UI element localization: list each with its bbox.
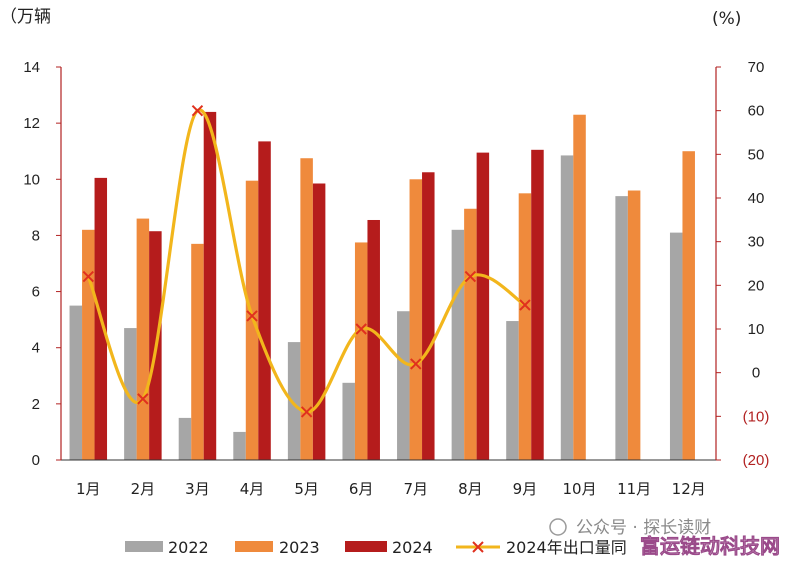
bar-2024-5 xyxy=(312,183,326,460)
yoy-marker xyxy=(410,358,422,370)
bar-2022-3 xyxy=(178,417,192,460)
right-tick-label: 70 xyxy=(748,59,765,76)
bar-2023-9 xyxy=(518,193,532,461)
category-label: 11月 xyxy=(617,480,651,498)
bar-2024-3 xyxy=(203,111,217,461)
right-tick-label: (10) xyxy=(743,408,770,425)
yoy-marker xyxy=(137,393,149,405)
category-labels: 1月 2月 3月 4月 5月 6月 7月 8月 9月 10月 11月 12月 xyxy=(76,480,706,498)
category-label: 1月 xyxy=(76,480,101,498)
right-tick-label: 30 xyxy=(748,234,765,251)
right-axis-ticks: (20) (10) 0 10 20 30 40 50 60 70 xyxy=(716,59,769,469)
bar-2023-2 xyxy=(136,218,150,460)
watermark-text: 公众号 · 探长读财 xyxy=(576,518,711,538)
left-tick-label: 4 xyxy=(32,340,40,357)
bars xyxy=(69,111,695,461)
bar-2023-6 xyxy=(354,242,368,460)
right-tick-label: 40 xyxy=(748,190,765,207)
bar-2024-7 xyxy=(422,172,435,460)
watermark-overlay: 富运链动科技网 xyxy=(640,534,780,558)
left-tick-label: 10 xyxy=(23,171,40,188)
right-tick-label: 10 xyxy=(748,321,765,338)
legend-label-yoy: 2024年出口量同 xyxy=(506,538,627,557)
category-label: 10月 xyxy=(562,480,596,498)
bar-2022-11 xyxy=(615,196,628,460)
bar-2023-3 xyxy=(191,243,204,460)
bar-2024-8 xyxy=(476,152,490,460)
yoy-marker xyxy=(355,323,367,335)
bar-2022-5 xyxy=(287,342,301,460)
right-tick-label: (20) xyxy=(743,452,770,469)
legend-swatch-2022 xyxy=(125,541,163,552)
yoy-line-layer xyxy=(82,104,531,418)
bar-2023-1 xyxy=(82,229,95,460)
right-tick-label: 20 xyxy=(748,277,765,294)
yoy-line xyxy=(86,108,526,414)
bar-2022-2 xyxy=(124,328,137,460)
yoy-marker xyxy=(464,270,477,283)
bar-2024-6 xyxy=(367,219,380,460)
left-tick-label: 14 xyxy=(23,59,40,76)
watermark: 公众号 · 探长读财 富运链动科技网 xyxy=(549,518,780,558)
bar-2023-5 xyxy=(300,158,313,460)
right-tick-label: 50 xyxy=(748,146,765,163)
bar-2023-11 xyxy=(627,190,641,460)
yoy-marker xyxy=(246,310,258,322)
category-label: 3月 xyxy=(185,480,210,498)
legend-label-2024: 2024 xyxy=(392,538,433,557)
legend: 2022 2023 2024 2024年出口量同 xyxy=(125,538,627,557)
bar-2022-8 xyxy=(451,229,465,460)
category-label: 4月 xyxy=(240,480,265,498)
legend-label-2023: 2023 xyxy=(279,538,320,557)
category-label: 8月 xyxy=(458,480,483,498)
category-label: 2月 xyxy=(131,480,156,498)
category-label: 7月 xyxy=(404,480,429,498)
category-label: 6月 xyxy=(349,480,374,498)
legend-swatch-2023 xyxy=(235,541,273,552)
yoy-marker xyxy=(519,299,531,311)
left-tick-label: 6 xyxy=(32,284,40,301)
bar-2022-6 xyxy=(342,382,355,460)
category-label: 9月 xyxy=(513,480,538,498)
left-tick-label: 2 xyxy=(32,396,40,413)
bar-2023-10 xyxy=(573,114,586,460)
yoy-marker xyxy=(82,270,94,283)
bar-2023-8 xyxy=(464,208,477,460)
left-tick-label: 0 xyxy=(32,452,40,469)
right-tick-label: 60 xyxy=(748,103,765,120)
bar-2022-9 xyxy=(506,321,519,460)
left-axis-ticks: 0 2 4 6 8 10 12 14 xyxy=(23,59,61,469)
legend-line-marker xyxy=(472,541,484,553)
yoy-marker xyxy=(191,104,204,117)
right-tick-label: 0 xyxy=(752,365,760,382)
legend-swatch-2024 xyxy=(345,541,387,552)
left-axis-unit: （万辆 xyxy=(0,7,51,27)
bar-2023-12 xyxy=(682,151,695,460)
legend-label-2022: 2022 xyxy=(168,538,209,557)
bar-2022-1 xyxy=(69,305,83,460)
bar-2022-12 xyxy=(669,232,683,460)
bar-2024-4 xyxy=(258,141,271,460)
bar-2022-4 xyxy=(233,431,246,460)
bar-2022-7 xyxy=(397,311,410,460)
yoy-marker xyxy=(300,406,313,418)
right-axis-unit: (%) xyxy=(712,9,741,29)
category-label: 5月 xyxy=(294,480,319,498)
left-tick-label: 12 xyxy=(23,115,40,132)
bar-2023-7 xyxy=(409,179,423,461)
bar-2022-10 xyxy=(560,155,574,461)
category-label: 12月 xyxy=(672,480,706,498)
left-tick-label: 8 xyxy=(32,227,40,244)
wechat-icon xyxy=(549,518,567,536)
bar-2024-9 xyxy=(531,149,544,460)
